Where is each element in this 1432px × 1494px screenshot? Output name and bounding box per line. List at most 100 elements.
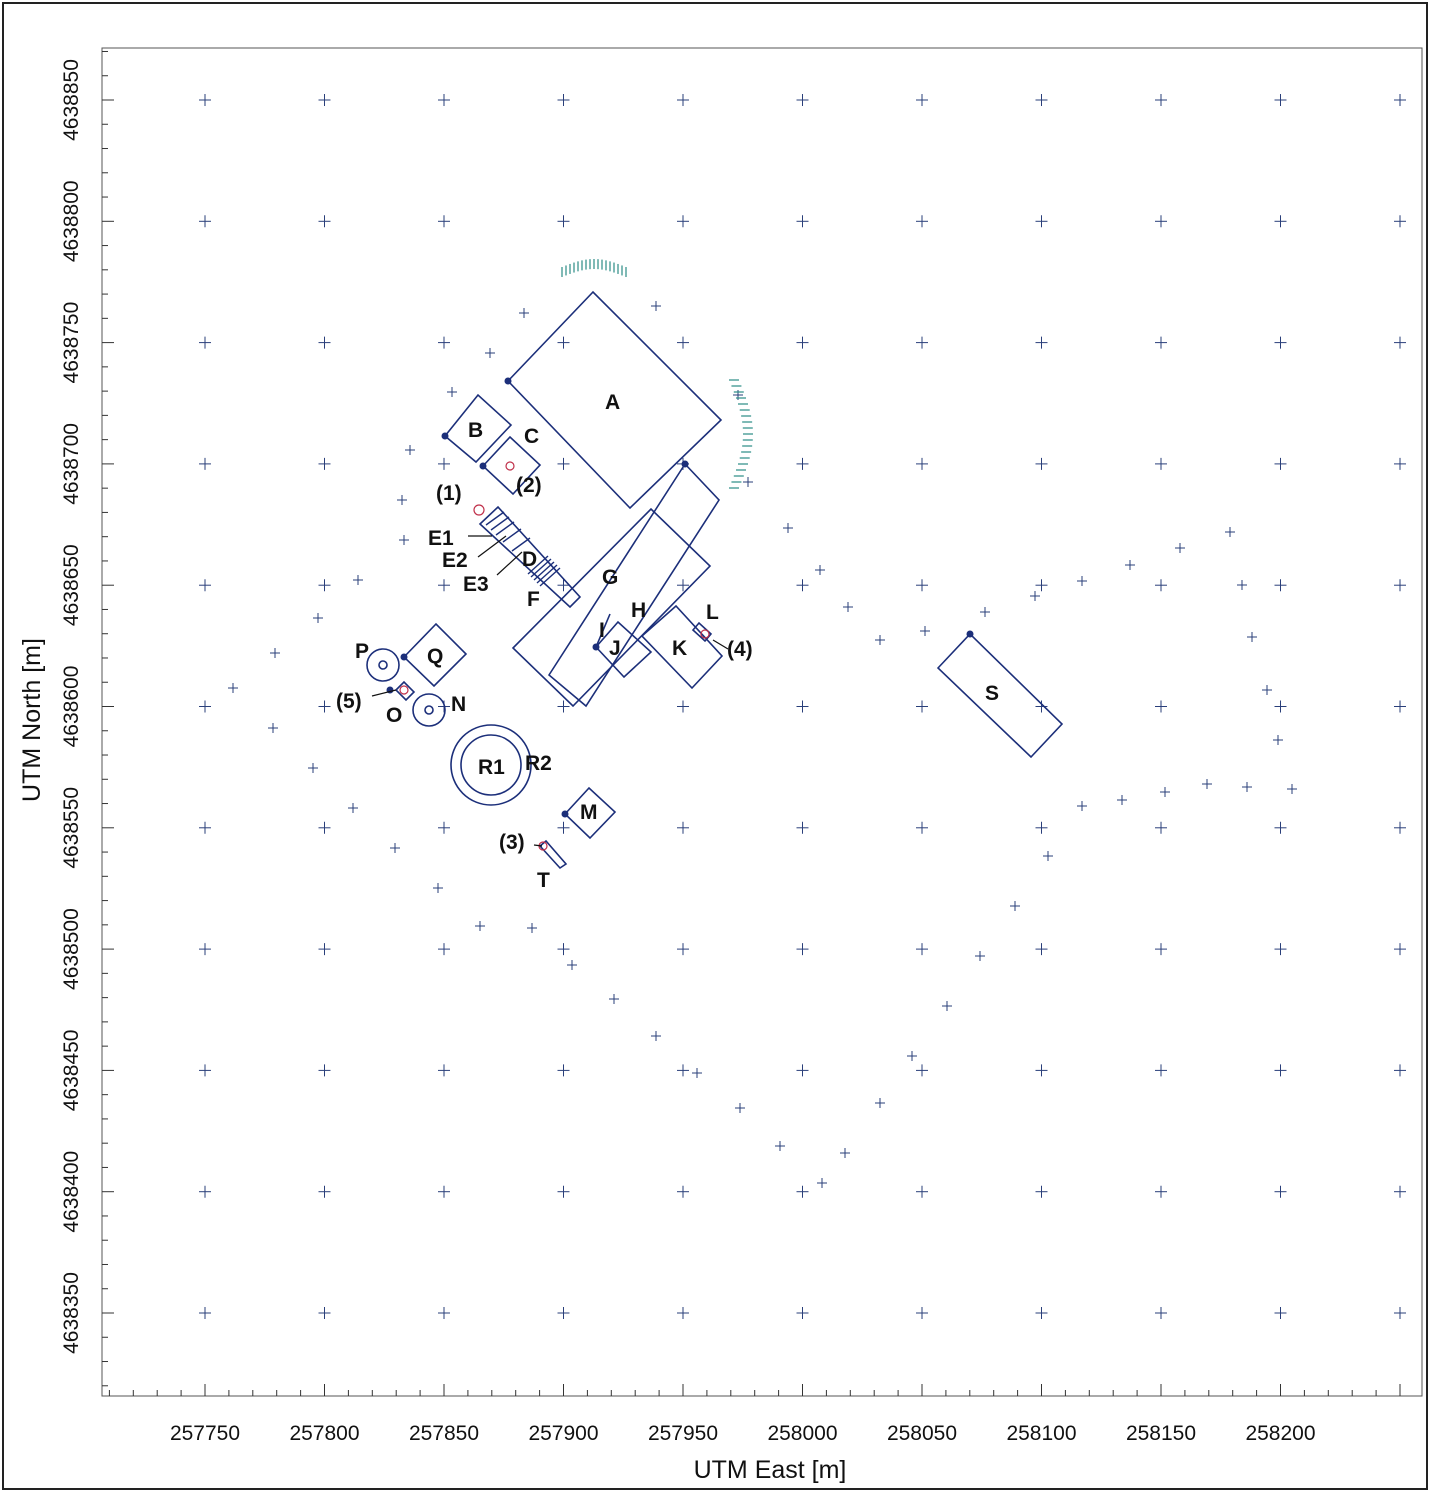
y-tick-label: 4638800 (60, 180, 83, 262)
receptor-marker (1274, 1307, 1287, 1319)
fenceline-receptor-marker (270, 648, 280, 658)
building-C (481, 435, 542, 496)
receptor-marker (1155, 943, 1167, 956)
receptor-marker (199, 1185, 211, 1198)
receptor-marker (318, 943, 331, 956)
feature-labels: A B C (2) (1) E1 E2 E3 D F G H I J K L (… (336, 391, 999, 892)
x-tick-labels: 257750 257800 257850 257900 257950 258000 2580… (170, 1422, 1316, 1445)
fenceline-receptor-marker (397, 495, 407, 505)
source-1 (473, 504, 485, 516)
receptor-marker (318, 457, 331, 470)
vertex-marker (681, 460, 689, 468)
x-tick-label: 257950 (648, 1422, 718, 1445)
y-tick-label: 4638500 (60, 908, 83, 990)
y-tick-label: 4638450 (60, 1030, 83, 1112)
building-D-E (478, 505, 582, 609)
fenceline-receptor-marker (485, 348, 495, 358)
source-5 (399, 685, 409, 695)
x-tick-label: 257750 (170, 1422, 240, 1445)
receptor-marker (199, 94, 211, 106)
structure-O (394, 680, 416, 702)
vertex-marker (479, 462, 487, 470)
receptor-marker (438, 943, 450, 956)
receptor-marker (677, 821, 689, 834)
fenceline-receptor-marker (527, 923, 537, 933)
receptor-marker (318, 94, 331, 106)
fenceline-receptor-marker (1247, 632, 1257, 642)
receptor-marker (1155, 215, 1167, 228)
fenceline-receptor-marker (1030, 591, 1040, 601)
receptor-marker (1035, 579, 1048, 592)
source-2 (505, 461, 515, 471)
receptor-marker (557, 579, 570, 592)
label-J: J (609, 637, 621, 660)
receptor-grid (199, 94, 1406, 1319)
receptor-marker (677, 579, 689, 592)
receptor-marker (1155, 700, 1167, 713)
fenceline-receptor-marker (348, 803, 358, 813)
receptor-marker (438, 1307, 450, 1319)
label-src4: (4) (727, 638, 753, 661)
label-F: F (527, 588, 540, 611)
receptor-marker (796, 579, 809, 592)
label-K: K (672, 637, 687, 660)
fenceline-receptor-marker (353, 575, 363, 585)
receptor-marker (1035, 821, 1048, 834)
receptor-marker (199, 1307, 211, 1319)
receptor-marker (438, 1064, 450, 1077)
fenceline-receptor-marker (1010, 901, 1020, 911)
building-I-J (594, 620, 653, 679)
fenceline-receptor-marker (390, 843, 400, 853)
receptor-marker (916, 943, 928, 956)
tank-P-inner (378, 660, 388, 670)
y-tick-label: 4638700 (60, 423, 83, 505)
fenceline-receptor-marker (980, 607, 990, 617)
fenceline-receptor-marker (308, 763, 318, 773)
label-D: D (522, 548, 537, 571)
receptor-marker (438, 457, 450, 470)
receptor-marker (677, 94, 689, 106)
fenceline-receptor-marker (920, 626, 930, 636)
receptor-marker (1394, 1185, 1406, 1198)
fenceline-receptor-marker (840, 1148, 850, 1158)
receptor-marker (199, 700, 211, 713)
receptor-marker (199, 215, 211, 228)
tank-P (366, 648, 400, 682)
label-C: C (524, 425, 539, 448)
leader-lines (371, 535, 729, 847)
x-axis-title: UTM East [m] (694, 1456, 847, 1484)
x-tick-label: 258150 (1126, 1422, 1196, 1445)
y-tick-label: 4638750 (60, 302, 83, 384)
receptor-marker (1155, 457, 1167, 470)
x-tick-label: 258200 (1245, 1422, 1315, 1445)
receptor-marker (677, 700, 689, 713)
receptor-marker (1274, 1064, 1287, 1077)
receptor-marker (1274, 336, 1287, 349)
fenceline-receptor-marker (1242, 782, 1252, 792)
receptor-marker (557, 1185, 570, 1198)
y-tick-labels: 4638850 4638800 4638750 4638700 4638650 46386… (60, 59, 83, 1354)
fenceline-receptor-marker (1237, 580, 1247, 590)
receptor-marker (1394, 943, 1406, 956)
x-tick-label: 257800 (289, 1422, 359, 1445)
receptor-marker (796, 821, 809, 834)
fenceline-receptor-marker (735, 1103, 745, 1113)
receptor-marker (1394, 579, 1406, 592)
x-tick-label: 257850 (409, 1422, 479, 1445)
fenceline-receptor-marker (519, 308, 529, 318)
receptor-marker (1035, 94, 1048, 106)
receptor-marker (199, 457, 211, 470)
receptor-marker (318, 1064, 331, 1077)
building-K (640, 604, 724, 690)
y-tick-label: 4638650 (60, 544, 83, 626)
receptor-marker (199, 579, 211, 592)
receptor-marker (557, 94, 570, 106)
y-tick-label: 4638400 (60, 1151, 83, 1233)
label-R2: R2 (525, 752, 552, 775)
receptor-marker (557, 1307, 570, 1319)
receptor-marker (1035, 215, 1048, 228)
fenceline-receptor-marker (942, 1001, 952, 1011)
receptor-marker (438, 1185, 450, 1198)
